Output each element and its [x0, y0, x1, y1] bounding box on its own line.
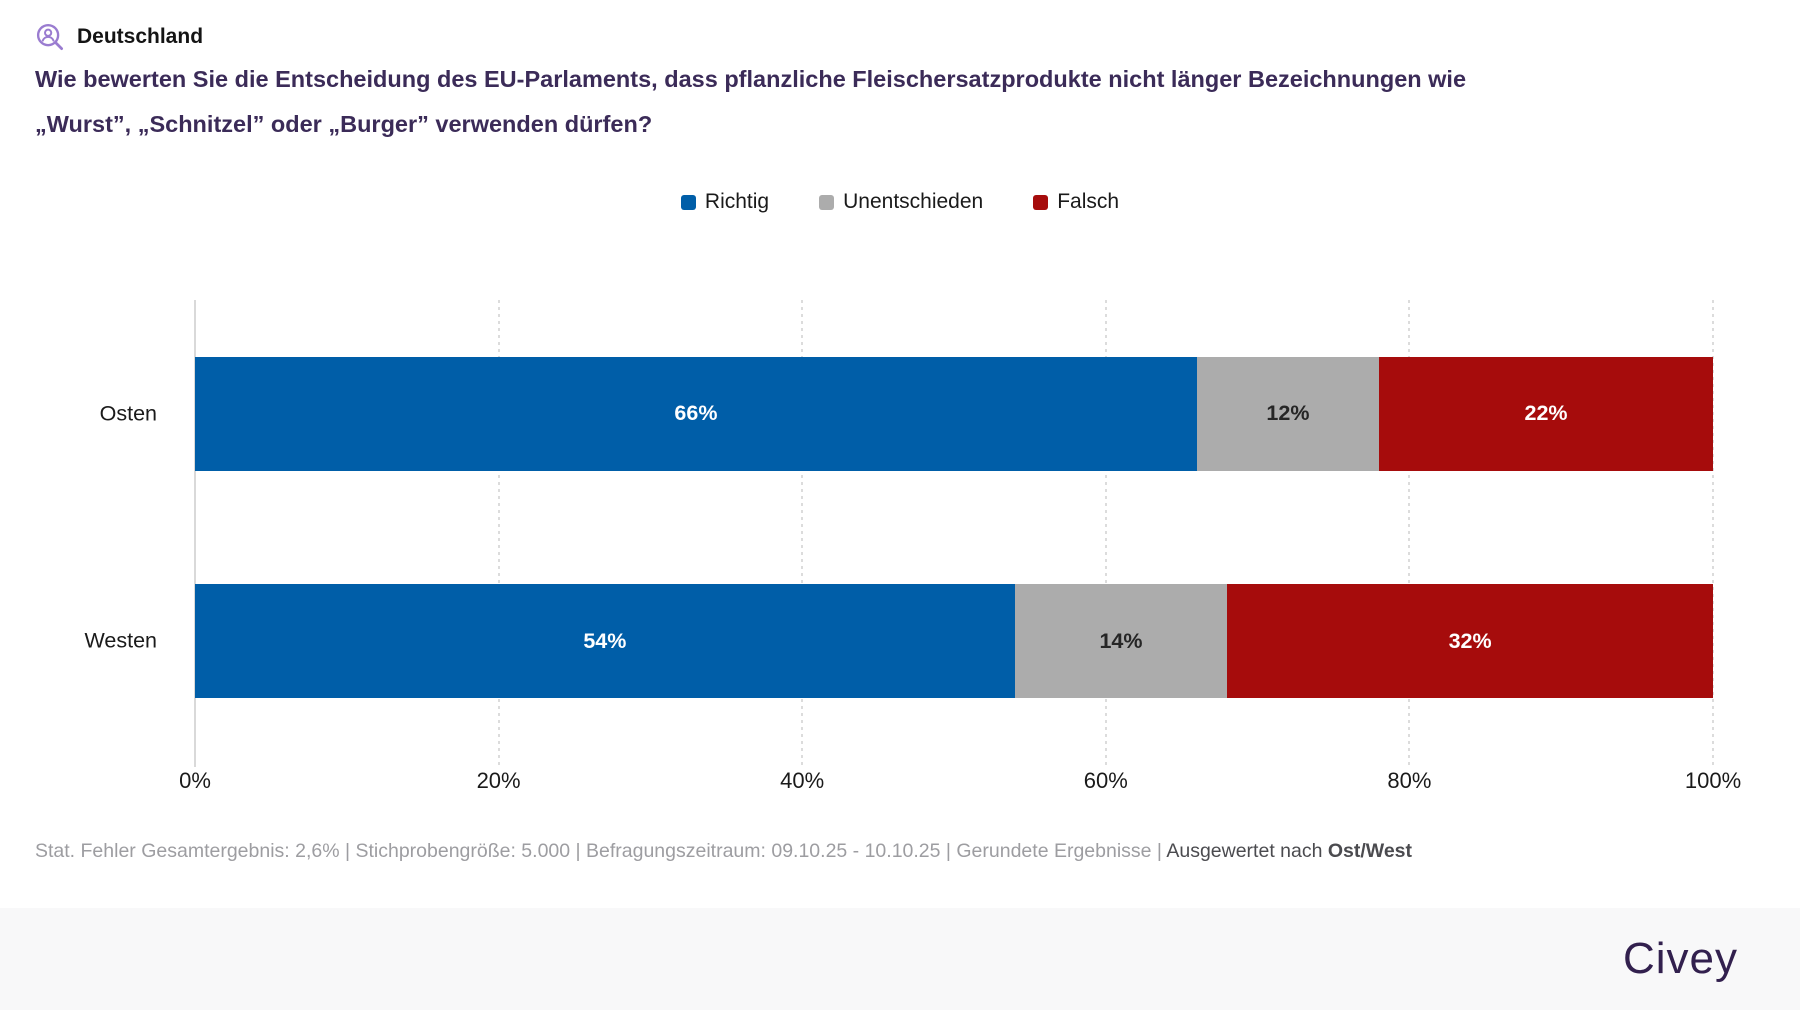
question-line-1: Wie bewerten Sie die Entscheidung des EU… [35, 66, 1467, 92]
segment-value-label: 14% [1099, 628, 1143, 653]
gridline [801, 300, 804, 767]
segment-value-label: 12% [1266, 401, 1310, 426]
x-axis: 0% 20% 40% 60% 80% 100% [179, 768, 1741, 798]
segment-value-label: 66% [674, 401, 718, 426]
gridline [1408, 300, 1411, 767]
bar-row-westen: Westen 54% 14% 32% [85, 584, 1713, 699]
civey-logo: Civey [1622, 934, 1738, 983]
legend-item-falsch: Falsch [1033, 190, 1119, 214]
legend-label: Falsch [1057, 190, 1120, 213]
legend-swatch-icon [819, 194, 835, 210]
bar-segment-falsch: 32% [1227, 584, 1713, 699]
person-magnifier-icon [36, 23, 63, 50]
chart-legend: Richtig Unentschieden Falsch [0, 190, 1800, 214]
category-label: Osten [99, 401, 157, 426]
x-tick-label: 0% [179, 768, 211, 793]
question-title: Wie bewerten Sie die Entscheidung des EU… [35, 57, 1735, 147]
region-header: Deutschland [35, 22, 203, 52]
bar-segment-unentschieden: 14% [1014, 584, 1228, 699]
legend-item-richtig: Richtig [680, 190, 770, 214]
x-tick-label: 80% [1387, 768, 1432, 793]
chart-footnote: Stat. Fehler Gesamtergebnis: 2,6% | Stic… [35, 840, 1412, 863]
x-tick-label: 40% [780, 768, 825, 793]
segment-value-label: 54% [583, 628, 627, 653]
legend-label: Richtig [704, 190, 770, 213]
category-label: Westen [84, 628, 158, 653]
bar-rows: Osten 66% 12% 22% Westen 54% 14% 32% [85, 300, 1713, 755]
legend-label: Unentschieden [843, 190, 984, 213]
segment-value-label: 32% [1448, 628, 1492, 653]
legend-swatch-icon [1033, 194, 1049, 210]
segment-value-label: 22% [1524, 401, 1568, 426]
gridline [1104, 300, 1107, 767]
bar-segment-richtig: 66% [195, 356, 1197, 471]
x-tick-label: 20% [476, 768, 521, 793]
region-label: Deutschland [77, 25, 204, 48]
legend-item-unentschieden: Unentschieden [819, 190, 983, 214]
bar-segment-unentschieden: 12% [1196, 356, 1380, 471]
y-axis-line [194, 300, 196, 767]
gridline [497, 300, 500, 767]
x-tick-label: 60% [1083, 768, 1128, 793]
x-tick-label: 100% [1684, 768, 1742, 793]
question-line-2: „Wurst”, „Schnitzel” oder „Burger” verwe… [35, 111, 653, 137]
stacked-bar-chart: Osten 66% 12% 22% Westen 54% 14% 32% [85, 300, 1714, 767]
bar-segment-falsch: 22% [1379, 356, 1713, 471]
footnote-muted-text: Stat. Fehler Gesamtergebnis: 2,6% | Stic… [35, 840, 1167, 862]
bar-segment-richtig: 54% [195, 584, 1015, 699]
footnote-evaluated-bold: Ost/West [1327, 840, 1413, 862]
brand-footer-bar: Civey [0, 908, 1800, 1010]
gridline [1712, 300, 1714, 767]
legend-swatch-icon [680, 194, 696, 210]
footnote-evaluated-text: Ausgewertet nach Ost/West [1166, 840, 1413, 862]
bar-row-osten: Osten 66% 12% 22% [100, 356, 1713, 471]
